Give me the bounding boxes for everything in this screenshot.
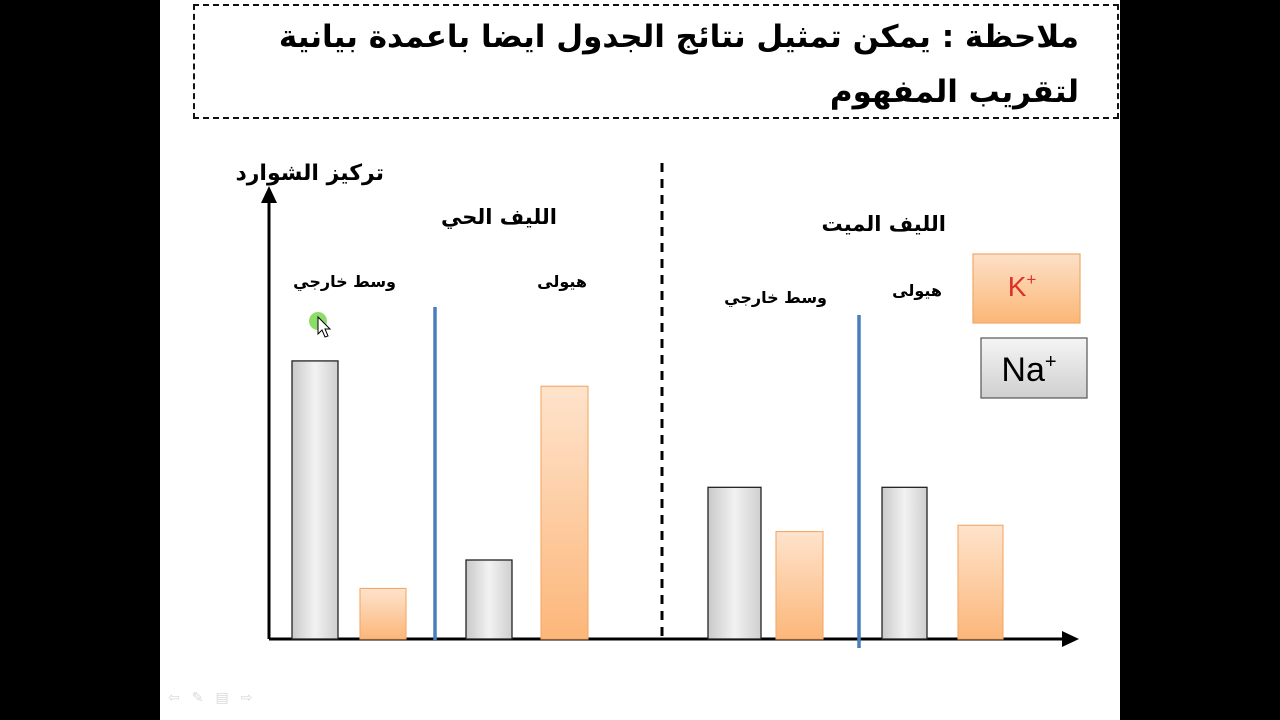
bar-na-dead-cytoplasm	[881, 486, 928, 640]
y-axis-label: تركيز الشوارد	[235, 161, 384, 186]
note-text: ملاحظة : يمكن تمثيل نتائج الجدول ايضا با…	[278, 19, 1079, 110]
group-title-dead: الليف الميت	[821, 212, 946, 236]
forward-arrow-icon[interactable]: ⇨	[240, 690, 265, 706]
ion-concentration-chart: تركيز الشوارد الليف الحي الليف الميت وسط…	[235, 161, 1088, 648]
legend-label-na: Na+	[1001, 351, 1056, 389]
legend: K+ Na+	[972, 253, 1088, 399]
menu-icon[interactable]: ▤	[215, 690, 241, 706]
bar-k-dead-cytoplasm	[957, 524, 1004, 640]
compartment-label-living-cytoplasm: هيولى	[537, 272, 587, 291]
legend-label-k: K+	[1008, 270, 1037, 302]
bar-k-living-cytoplasm	[540, 385, 589, 640]
mouse-pointer	[309, 312, 332, 338]
bar-na-living-cytoplasm	[465, 559, 513, 640]
back-arrow-icon[interactable]: ⇦	[168, 690, 192, 706]
x-axis-arrowhead	[1062, 631, 1079, 647]
bar-na-living-outside	[291, 360, 339, 640]
pen-icon[interactable]: ✎	[191, 690, 216, 706]
note-box: ملاحظة : يمكن تمثيل نتائج الجدول ايضا با…	[193, 4, 1119, 119]
cursor-arrow-icon	[317, 315, 332, 338]
legend-swatch-k	[972, 253, 1081, 324]
legend-item-na: Na+	[980, 337, 1088, 399]
compartment-label-dead-outside: وسط خارجي	[724, 288, 827, 308]
bar-na-dead-outside	[707, 486, 762, 640]
y-axis-arrowhead	[261, 186, 277, 203]
bar-k-dead-outside	[775, 531, 824, 640]
bar-k-living-outside	[359, 587, 407, 640]
slide: ملاحظة : يمكن تمثيل نتائج الجدول ايضا با…	[160, 0, 1120, 720]
legend-swatch-na	[980, 337, 1088, 399]
group-title-living: الليف الحي	[441, 205, 557, 229]
compartment-label-living-outside: وسط خارجي	[293, 272, 396, 292]
bars	[291, 360, 1004, 640]
legend-item-k: K+	[972, 253, 1081, 324]
slideshow-nav: ⇦✎▤⇨	[168, 690, 264, 706]
compartment-label-dead-cytoplasm: هيولى	[892, 281, 942, 300]
